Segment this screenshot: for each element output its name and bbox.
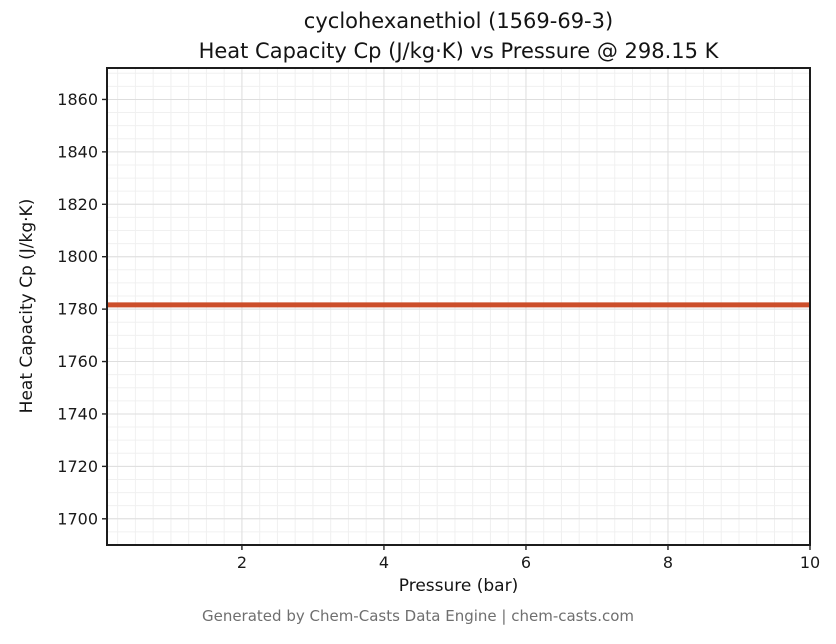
y-tick-label: 1800 bbox=[57, 247, 98, 266]
y-tick-label: 1820 bbox=[57, 195, 98, 214]
y-tick-label: 1760 bbox=[57, 352, 98, 371]
x-tick-label: 4 bbox=[379, 553, 389, 572]
chart-title: cyclohexanethiol (1569-69-3) bbox=[303, 9, 614, 33]
y-tick-label: 1740 bbox=[57, 404, 98, 423]
x-axis-label: Pressure (bar) bbox=[398, 576, 519, 596]
y-tick-label: 1720 bbox=[57, 457, 98, 476]
x-tick-label: 2 bbox=[237, 553, 247, 572]
chart-subtitle: Heat Capacity Cp (J/kg·K) vs Pressure @ … bbox=[198, 39, 719, 63]
y-tick-label: 1840 bbox=[57, 142, 98, 161]
x-tick-label: 8 bbox=[663, 553, 673, 572]
y-tick-label: 1780 bbox=[57, 300, 98, 319]
watermark-text: Generated by Chem-Casts Data Engine | ch… bbox=[201, 607, 635, 625]
y-axis-label: Heat Capacity Cp (J/kg·K) bbox=[17, 198, 37, 414]
x-tick-label: 6 bbox=[521, 553, 531, 572]
y-tick-label: 1700 bbox=[57, 509, 98, 528]
y-tick-label: 1860 bbox=[57, 90, 98, 109]
x-tick-label: 10 bbox=[800, 553, 820, 572]
plot-border bbox=[106, 67, 811, 546]
